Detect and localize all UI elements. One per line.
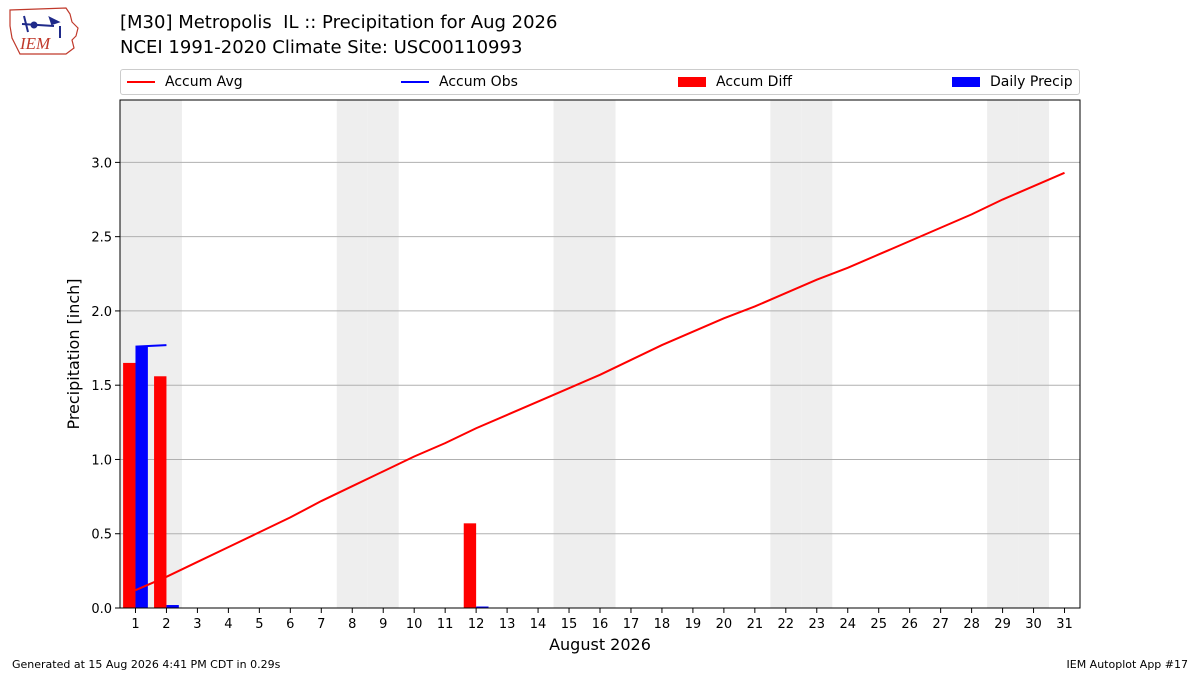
x-tick-label: 30 [1025,617,1042,632]
x-tick-label: 3 [193,617,201,632]
x-tick-label: 29 [994,617,1011,632]
x-tick-label: 16 [592,617,609,632]
x-tick-label: 9 [379,617,387,632]
y-tick-label: 0.0 [91,602,112,617]
legend-label-accum-diff: Accum Diff [716,74,793,90]
legend-item-accum-obs: Accum Obs [401,73,518,91]
weekend-shade [987,100,1019,608]
legend-label-daily-precip: Daily Precip [990,74,1073,90]
x-tick-label: 25 [870,617,887,632]
x-tick-label: 4 [224,617,232,632]
weather-station-icon [21,15,61,38]
legend-swatch-daily-precip [952,77,980,87]
iem-logo: IEM [9,7,79,55]
x-tick-label: 23 [809,617,826,632]
x-tick-label: 10 [406,617,423,632]
legend-swatch-accum-diff [678,77,706,87]
app-credit: IEM Autoplot App #17 [1066,658,1189,671]
iowa-state-outline [9,7,79,55]
x-tick-label: 26 [901,617,918,632]
x-tick-label: 7 [317,617,325,632]
x-tick-label: 6 [286,617,294,632]
x-axis-label: August 2026 [549,635,651,654]
legend-item-accum-diff: Accum Diff [678,73,792,91]
daily-precip-bar [135,346,148,608]
daily-precip-bar [166,605,179,608]
accum-diff-bar [123,362,136,608]
x-tick-label: 5 [255,617,263,632]
x-tick-label: 17 [623,617,640,632]
x-tick-label: 27 [932,617,949,632]
x-tick-label: 14 [530,617,547,632]
x-tick-label: 21 [747,617,764,632]
chart-title: [M30] Metropolis IL :: Precipitation for… [120,12,558,33]
legend-label-accum-obs: Accum Obs [439,74,518,90]
y-axis-label: Precipitation [inch] [64,278,83,429]
x-tick-label: 28 [963,617,980,632]
x-tick-label: 20 [716,617,733,632]
legend-swatch-accum-obs [401,81,429,83]
x-tick-label: 8 [348,617,356,632]
y-tick-label: 0.5 [91,528,112,543]
accum-avg-line [135,171,1065,592]
accum-obs-line [135,344,167,348]
weekend-shade [584,100,616,608]
weekend-shade [367,100,399,608]
legend-swatch-accum-avg [127,81,155,83]
weekend-shade [801,100,833,608]
weekend-shade [553,100,585,608]
y-tick-label: 2.5 [91,231,112,246]
daily-precip-bar [476,606,489,608]
y-tick-label: 1.0 [91,453,112,468]
x-tick-label: 15 [561,617,578,632]
weekend-shade [770,100,802,608]
y-tick-label: 2.0 [91,305,112,320]
legend-item-accum-avg: Accum Avg [127,73,243,91]
x-tick-label: 18 [654,617,671,632]
accum-diff-bar [463,523,477,608]
x-tick-label: 19 [685,617,702,632]
x-tick-label: 11 [437,617,454,632]
x-tick-label: 12 [468,617,485,632]
chart-subtitle: NCEI 1991-2020 Climate Site: USC00110993 [120,37,523,58]
y-tick-label: 1.5 [91,379,112,394]
accum-diff-bar [154,376,167,608]
x-tick-label: 1 [131,617,139,632]
legend-label-accum-avg: Accum Avg [165,74,243,90]
x-tick-label: 2 [162,617,170,632]
x-tick-label: 31 [1056,617,1073,632]
legend-item-daily-precip: Daily Precip [952,73,1073,91]
x-tick-label: 22 [778,617,795,632]
weekend-shade [1018,100,1050,608]
logo-text: IEM [19,34,51,53]
chart-legend: Accum Avg Accum Obs Accum Diff Daily Pre… [120,69,1080,95]
x-tick-label: 13 [499,617,516,632]
x-tick-label: 24 [839,617,856,632]
weekend-shade [336,100,368,608]
generated-timestamp: Generated at 15 Aug 2026 4:41 PM CDT in … [12,658,281,671]
y-tick-label: 3.0 [91,156,112,171]
